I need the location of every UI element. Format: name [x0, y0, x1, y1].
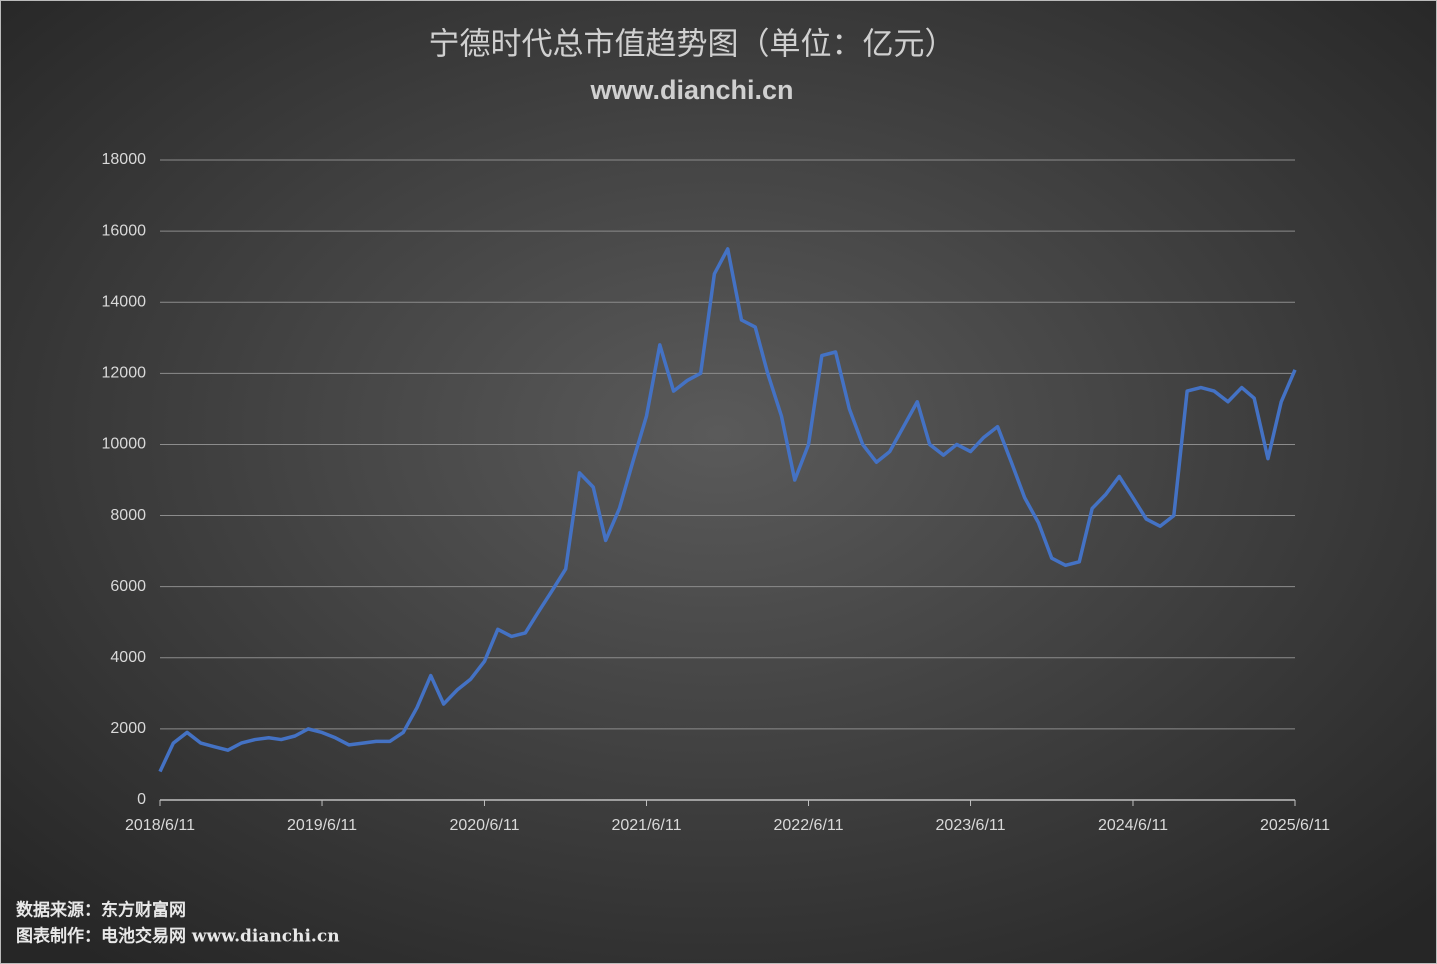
x-tick-label: 2021/6/11 — [611, 817, 681, 834]
source-note: 数据来源：东方财富网 — [16, 900, 186, 921]
y-tick-label: 4000 — [110, 649, 146, 666]
y-tick-label: 12000 — [102, 365, 147, 382]
y-tick-label: 0 — [137, 791, 146, 808]
x-tick-label: 2023/6/11 — [936, 817, 1006, 834]
chart-title: 宁德时代总市值趋势图（单位：亿元） — [429, 27, 956, 63]
y-tick-label: 10000 — [102, 436, 147, 453]
chart-subtitle: www.dianchi.cn — [589, 75, 793, 105]
x-tick-label: 2022/6/11 — [774, 817, 844, 834]
x-tick-label: 2024/6/11 — [1098, 817, 1168, 834]
x-tick-label: 2025/6/11 — [1260, 817, 1330, 834]
y-tick-label: 6000 — [110, 578, 146, 595]
x-tick-label: 2019/6/11 — [287, 817, 357, 834]
line-series — [158, 247, 1297, 773]
x-tick-label: 2020/6/11 — [449, 817, 519, 834]
y-tick-label: 2000 — [110, 720, 146, 737]
y-tick-label: 18000 — [102, 151, 147, 168]
y-tick-label: 14000 — [102, 293, 147, 310]
credit-note: 图表制作：电池交易网 www.dianchi.cn — [16, 926, 340, 947]
x-tick-label: 2018/6/11 — [125, 817, 195, 834]
y-tick-label: 8000 — [110, 507, 146, 524]
y-tick-label: 16000 — [102, 222, 147, 239]
